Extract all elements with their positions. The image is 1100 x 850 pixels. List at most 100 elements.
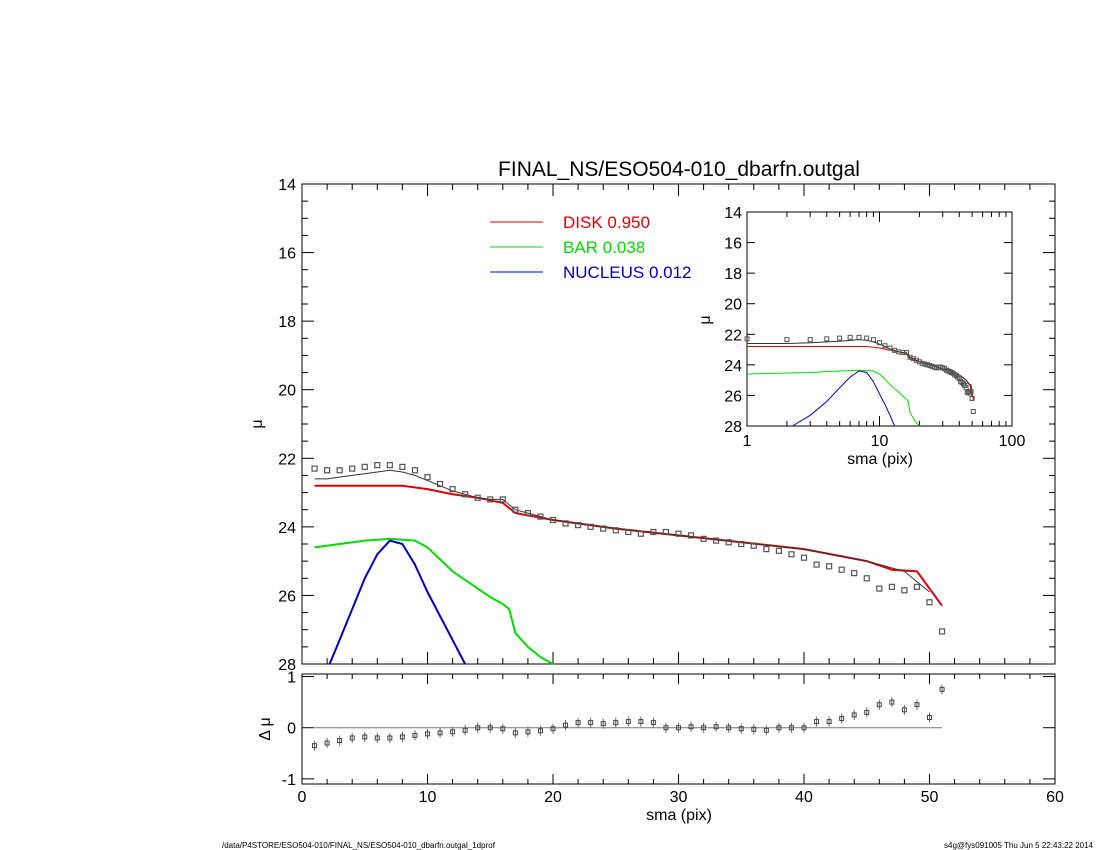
- inset-axis-ticks: 14 16 18 20 22 24 26 281 10 100: [724, 205, 1025, 450]
- data-point: [838, 566, 845, 573]
- data-point: [750, 542, 757, 549]
- inset-data-point: [744, 336, 750, 342]
- residual-point: [412, 732, 418, 738]
- main-ytick-label: 22: [278, 451, 296, 468]
- data-point: [938, 628, 946, 635]
- inset-series-line-bar: [746, 369, 920, 427]
- residual-point: [713, 724, 719, 730]
- inset-log-plot-panel: 14 16 18 20 22 24 26 281 10 100 μ sma (pix): [697, 205, 1025, 468]
- footer-timestamp: s4g@fys091005 Thu Jun 5 22:43:22 2014: [944, 841, 1094, 850]
- residual-point: [450, 729, 456, 735]
- main-curves: [314, 469, 943, 665]
- residual-point: [500, 726, 506, 732]
- legend: DISK 0.950 BAR 0.038 NUCLEUS 0.012: [490, 213, 692, 282]
- residual-point: [362, 734, 368, 740]
- residual-point: [512, 730, 518, 736]
- residual-point: [738, 726, 744, 732]
- data-point: [587, 523, 594, 530]
- residual-point: [337, 738, 343, 744]
- inset-ylabel: μ: [697, 315, 714, 324]
- inset-xtick-label: 1: [743, 433, 752, 450]
- main-ytick-label: 16: [278, 246, 296, 263]
- residual-points: [312, 684, 945, 751]
- inset-data-point: [919, 360, 925, 366]
- data-point: [462, 491, 469, 498]
- residual-point: [814, 719, 820, 725]
- residual-point: [437, 730, 443, 736]
- residual-point: [914, 702, 920, 708]
- inset-data-point: [969, 395, 975, 401]
- inset-xtick-label: 100: [999, 433, 1026, 450]
- data-point: [851, 570, 858, 577]
- residual-point: [324, 740, 330, 746]
- inset-ytick-label: 18: [724, 266, 742, 283]
- residual-point: [701, 725, 707, 731]
- data-point: [901, 587, 908, 594]
- inset-series-line-nucleus: [792, 370, 896, 427]
- inset-xtick-label: 10: [871, 433, 889, 450]
- data-point: [675, 530, 682, 537]
- data-point: [662, 528, 670, 536]
- inset-data-point: [922, 361, 928, 367]
- footer-path: /data/P4STORE/ESO504-010/FINAL_NS/ESO504…: [222, 841, 496, 850]
- legend-entry-disk: DISK 0.950: [563, 213, 650, 232]
- inset-data-point: [963, 385, 969, 391]
- residual-xtick-label: 0: [298, 789, 307, 806]
- data-point: [549, 516, 557, 524]
- residual-point: [889, 699, 895, 705]
- residual-ytick-label: 0: [287, 721, 296, 738]
- data-point: [474, 494, 481, 501]
- residual-point: [537, 728, 543, 734]
- main-axis-ticks: 14 16 18 20 22 24 26 28: [278, 177, 1056, 674]
- main-plot-panel: 14 16 18 20 22 24 26 28 μ: [249, 177, 1056, 674]
- residual-plot-panel: 10-10 10 20 30 40 50 60 Δ μ sma (pix): [257, 670, 1064, 824]
- series-line-disk: [314, 484, 943, 607]
- data-point: [374, 462, 381, 469]
- main-ytick-label: 14: [278, 177, 296, 194]
- residual-point: [613, 720, 619, 726]
- data-point: [311, 465, 318, 472]
- inset-data-point: [837, 335, 843, 341]
- inset-data-point: [904, 350, 910, 356]
- series-line-nucleus: [328, 539, 466, 665]
- data-point: [625, 528, 632, 536]
- series-line-total: [314, 469, 930, 593]
- data-point: [487, 496, 494, 503]
- residual-point: [826, 719, 832, 725]
- residual-xtick-label: 30: [670, 789, 688, 806]
- residual-point: [425, 731, 430, 737]
- residual-axis-ticks: 10-10 10 20 30 40 50 60: [282, 670, 1064, 806]
- inset-data-point: [824, 336, 830, 342]
- residual-point: [374, 735, 380, 741]
- inset-data-point: [877, 340, 882, 346]
- residual-point: [939, 686, 945, 692]
- data-point: [574, 522, 582, 529]
- inset-xlabel: sma (pix): [847, 451, 913, 468]
- legend-entry-nucleus: NUCLEUS 0.012: [563, 263, 692, 282]
- data-point: [725, 539, 732, 546]
- data-point: [612, 527, 619, 534]
- inset-data-point: [968, 389, 974, 395]
- data-point: [349, 465, 356, 472]
- residual-point: [588, 720, 594, 726]
- residual-point: [788, 725, 794, 731]
- main-ytick-label: 26: [278, 588, 296, 605]
- residual-xtick-label: 10: [419, 789, 437, 806]
- main-ytick-label: 20: [278, 383, 296, 400]
- data-point: [763, 546, 770, 553]
- data-point: [436, 480, 444, 488]
- residual-point: [312, 743, 318, 749]
- residual-point: [600, 721, 606, 727]
- inset-ytick-label: 20: [724, 297, 742, 314]
- data-point: [713, 537, 720, 544]
- data-point: [788, 551, 795, 558]
- residual-point: [563, 722, 569, 728]
- residual-point: [801, 725, 807, 731]
- data-point: [775, 547, 783, 554]
- data-point: [700, 535, 707, 542]
- inset-data-point: [847, 334, 853, 340]
- inset-ytick-label: 16: [724, 236, 742, 253]
- residual-xtick-label: 50: [921, 789, 939, 806]
- residual-point: [751, 726, 757, 732]
- data-point: [863, 575, 870, 582]
